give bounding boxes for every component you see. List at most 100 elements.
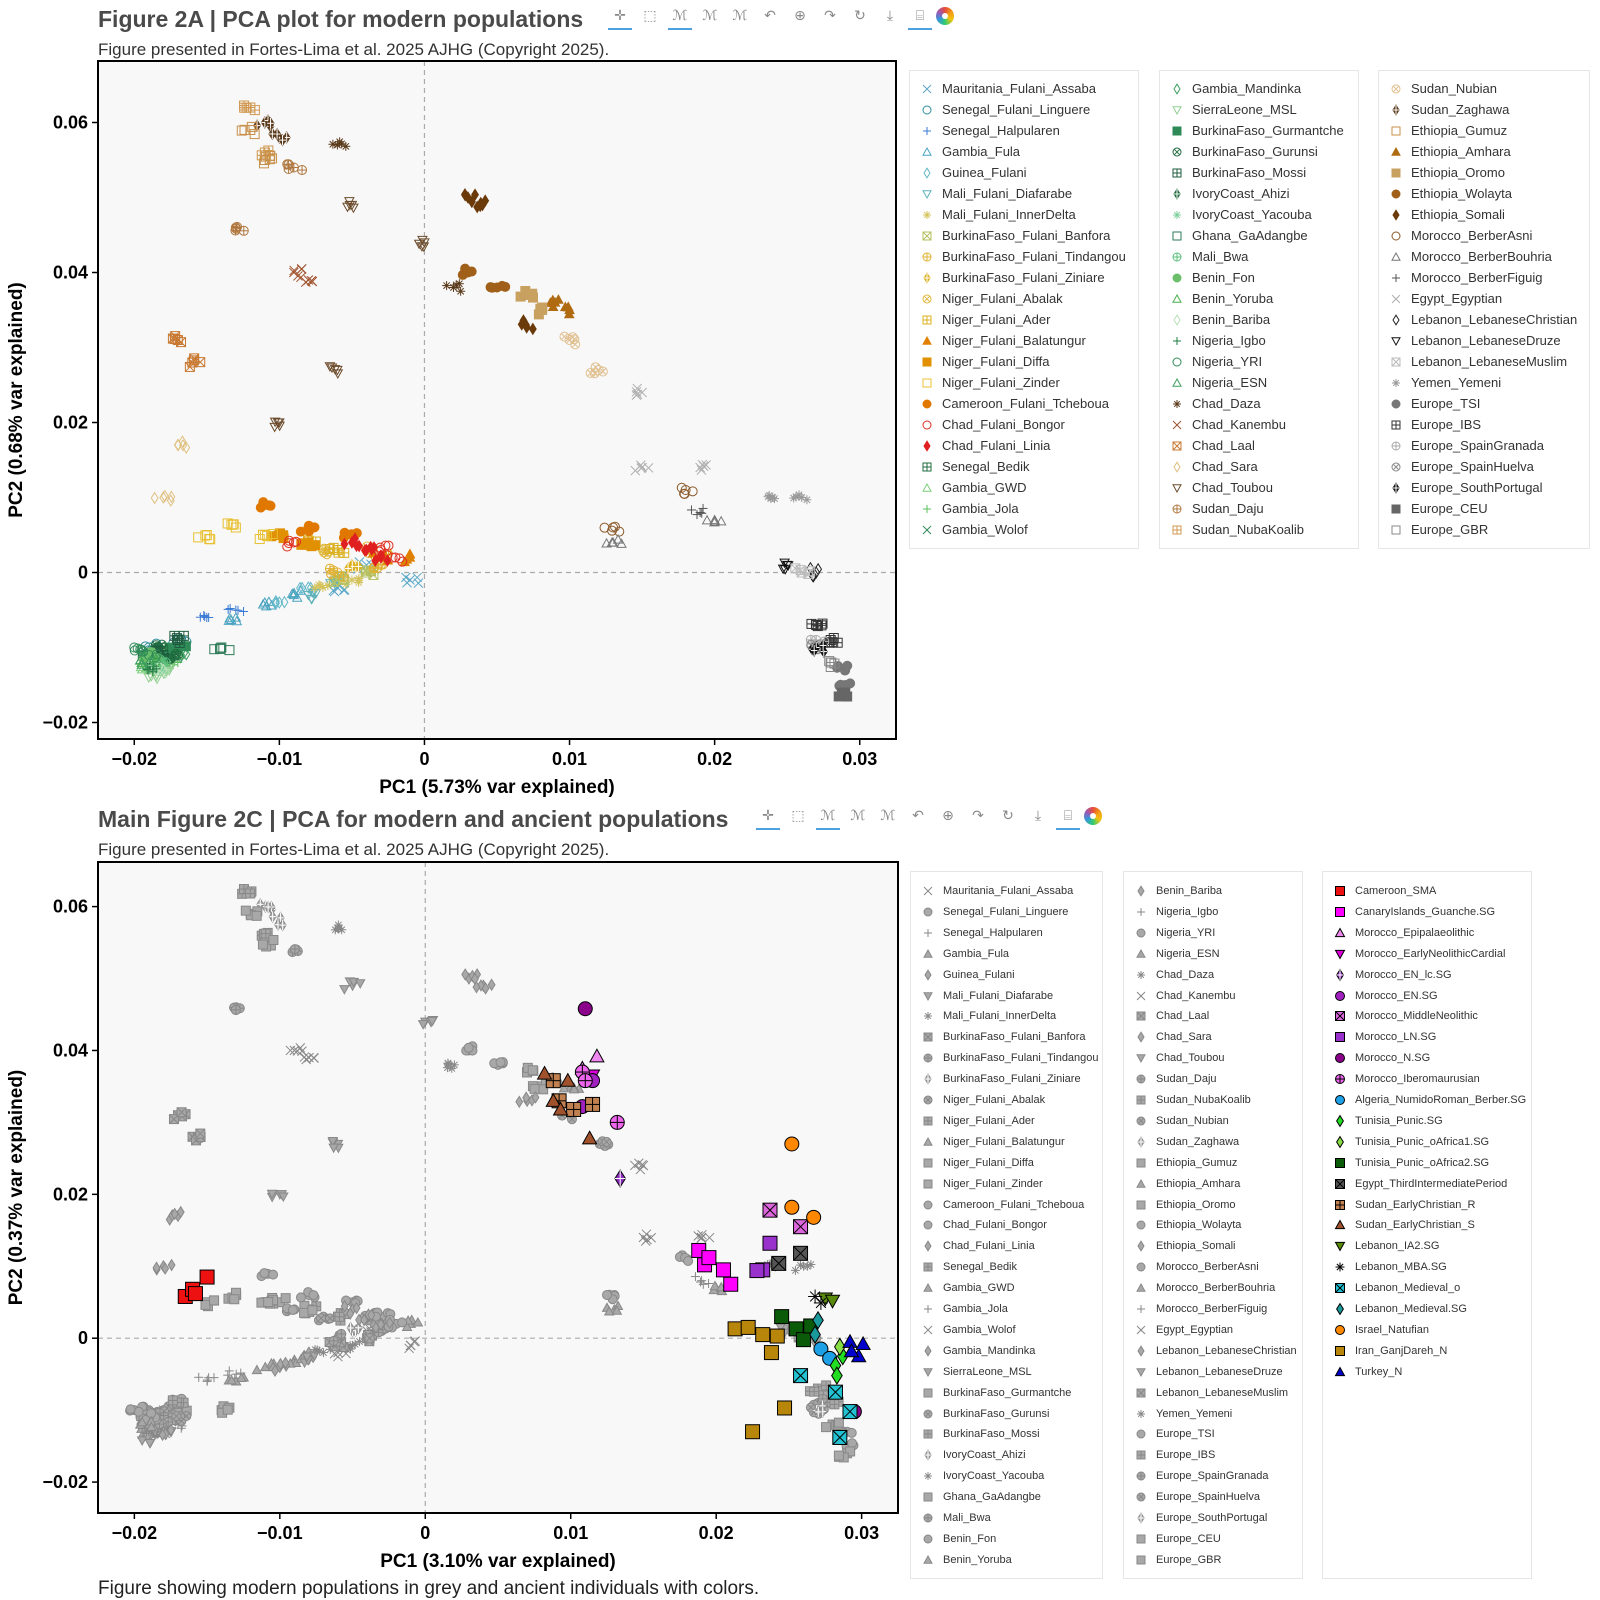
legend-item[interactable]: Ethiopia_Wolayta	[1389, 186, 1512, 201]
legend-item[interactable]: Israel_Natufian	[1333, 1323, 1429, 1337]
legend-item[interactable]: Gambia_GWD	[921, 1281, 1015, 1295]
legend-item[interactable]: Mali_Fulani_InnerDelta	[920, 207, 1076, 222]
legend-item[interactable]: Nigeria_Igbo	[1134, 905, 1218, 919]
legend-item[interactable]: IvoryCoast_Yacouba	[1170, 207, 1312, 222]
lasso-icon[interactable]: ℳ	[702, 8, 718, 24]
legend-item[interactable]: Ethiopia_Gumuz	[1389, 123, 1507, 138]
undo-icon[interactable]: ↶	[912, 808, 924, 824]
legend-item[interactable]: Lebanon_LebaneseMuslim	[1134, 1386, 1288, 1400]
legend-item[interactable]: Guinea_Fulani	[921, 968, 1015, 982]
legend-item[interactable]: Gambia_Jola	[920, 501, 1019, 516]
legend-item[interactable]: Egypt_Egyptian	[1134, 1323, 1233, 1337]
legend-item[interactable]: Niger_Fulani_Zinder	[921, 1177, 1043, 1191]
undo-icon[interactable]: ↶	[764, 8, 776, 24]
legend-item[interactable]: CanaryIslands_Guanche.SG	[1333, 905, 1495, 919]
legend-item[interactable]: Morocco_EarlyNeolithicCardial	[1333, 947, 1505, 961]
legend-item[interactable]: Benin_Yoruba	[921, 1553, 1012, 1567]
legend-item[interactable]: SierraLeone_MSL	[921, 1365, 1032, 1379]
legend-item[interactable]: Mauritania_Fulani_Assaba	[921, 884, 1073, 898]
legend-item[interactable]: Chad_Fulani_Linia	[920, 438, 1050, 453]
legend-item[interactable]: Niger_Fulani_Zinder	[920, 375, 1060, 390]
legend-item[interactable]: Turkey_N	[1333, 1365, 1402, 1379]
legend-item[interactable]: Egypt_ThirdIntermediatePeriod	[1333, 1177, 1507, 1191]
legend-item[interactable]: Sudan_Nubian	[1389, 81, 1497, 96]
legend-item[interactable]: Sudan_EarlyChristian_S	[1333, 1218, 1475, 1232]
legend-item[interactable]: Yemen_Yemeni	[1389, 375, 1501, 390]
legend-item[interactable]: Niger_Fulani_Diffa	[921, 1156, 1034, 1170]
legend-item[interactable]: Sudan_EarlyChristian_R	[1333, 1198, 1475, 1212]
legend-item[interactable]: Ethiopia_Oromo	[1389, 165, 1505, 180]
legend-item[interactable]: Mali_Fulani_Diafarabe	[921, 989, 1053, 1003]
legend-item[interactable]: BurkinaFaso_Fulani_Banfora	[921, 1030, 1085, 1044]
legend-item[interactable]: Tunisia_Punic.SG	[1333, 1114, 1443, 1128]
legend-item[interactable]: Morocco_BerberAsni	[1389, 228, 1532, 243]
hover-icon[interactable]: ⌸	[1054, 805, 1082, 830]
legend-item[interactable]: Senegal_Halpularen	[920, 123, 1060, 138]
download-icon[interactable]: ⤓	[1034, 808, 1042, 824]
legend-item[interactable]: Lebanon_LebaneseDruze	[1389, 333, 1561, 348]
legend-item[interactable]: Iran_GanjDareh_N	[1333, 1344, 1447, 1358]
legend-item[interactable]: Morocco_N.SG	[1333, 1051, 1430, 1065]
legend-item[interactable]: Europe_GBR	[1389, 522, 1488, 537]
legend-item[interactable]: BurkinaFaso_Gurmantche	[1170, 123, 1344, 138]
legend-item[interactable]: BurkinaFaso_Gurunsi	[1170, 144, 1318, 159]
legend-item[interactable]: Ethiopia_Oromo	[1134, 1198, 1236, 1212]
legend-item[interactable]: Benin_Yoruba	[1170, 291, 1273, 306]
legend-item[interactable]: Lebanon_Medieval_o	[1333, 1281, 1460, 1295]
zoom-in-icon[interactable]: ⊕	[794, 8, 806, 24]
legend-item[interactable]: BurkinaFaso_Fulani_Ziniare	[921, 1072, 1081, 1086]
legend-item[interactable]: Benin_Fon	[1170, 270, 1255, 285]
legend-item[interactable]: Gambia_GWD	[920, 480, 1027, 495]
legend-item[interactable]: Sudan_Daju	[1170, 501, 1264, 516]
legend-item[interactable]: Gambia_Mandinka	[921, 1344, 1035, 1358]
legend-item[interactable]: Europe_SpainGranada	[1134, 1469, 1269, 1483]
legend-item[interactable]: Europe_IBS	[1134, 1448, 1215, 1462]
legend-item[interactable]: Gambia_Wolof	[921, 1323, 1016, 1337]
legend-item[interactable]: Niger_Fulani_Balatungur	[920, 333, 1086, 348]
legend-item[interactable]: Benin_Bariba	[1170, 312, 1270, 327]
legend-item[interactable]: BurkinaFaso_Fulani_Banfora	[920, 228, 1110, 243]
legend-item[interactable]: Chad_Fulani_Bongor	[921, 1218, 1047, 1232]
legend-item[interactable]: Morocco_EN.SG	[1333, 989, 1438, 1003]
legend-item[interactable]: Niger_Fulani_Diffa	[920, 354, 1049, 369]
redo-icon[interactable]: ↷	[972, 808, 984, 824]
legend-item[interactable]: Europe_SouthPortugal	[1134, 1511, 1267, 1525]
legend-item[interactable]: Europe_CEU	[1389, 501, 1488, 516]
legend-item[interactable]: Senegal_Fulani_Linguere	[920, 102, 1090, 117]
pan-icon[interactable]: ✛	[606, 5, 634, 30]
legend-item[interactable]: Ethiopia_Somali	[1389, 207, 1505, 222]
reset-icon[interactable]: ↻	[1002, 808, 1014, 824]
legend-item[interactable]: Yemen_Yemeni	[1134, 1407, 1232, 1421]
lasso-select-icon[interactable]: ℳ	[666, 5, 694, 30]
legend-item[interactable]: Algeria_NumidoRoman_Berber.SG	[1333, 1093, 1526, 1107]
download-icon[interactable]: ⤓	[886, 8, 894, 24]
legend-item[interactable]: Ghana_GaAdangbe	[1170, 228, 1308, 243]
legend-item[interactable]: Ethiopia_Amhara	[1134, 1177, 1240, 1191]
legend-item[interactable]: Morocco_BerberBouhria	[1389, 249, 1552, 264]
legend-item[interactable]: Benin_Bariba	[1134, 884, 1222, 898]
lasso-icon[interactable]: ℳ	[850, 808, 866, 824]
legend-item[interactable]: IvoryCoast_Yacouba	[921, 1469, 1044, 1483]
legend-item[interactable]: Ethiopia_Somali	[1134, 1239, 1236, 1253]
legend-item[interactable]: Ethiopia_Wolayta	[1134, 1218, 1241, 1232]
legend-item[interactable]: Lebanon_LebaneseChristian	[1389, 312, 1577, 327]
legend-item[interactable]: Senegal_Bedik	[920, 459, 1029, 474]
legend-item[interactable]: Guinea_Fulani	[920, 165, 1027, 180]
legend-item[interactable]: Ghana_GaAdangbe	[921, 1490, 1041, 1504]
legend-item[interactable]: Europe_TSI	[1389, 396, 1480, 411]
legend-item[interactable]: Lebanon_LebaneseChristian	[1134, 1344, 1297, 1358]
legend-item[interactable]: Tunisia_Punic_oAfrica1.SG	[1333, 1135, 1489, 1149]
legend-item[interactable]: Cameroon_Fulani_Tcheboua	[921, 1198, 1084, 1212]
legend-item[interactable]: Lebanon_LebaneseMuslim	[1389, 354, 1567, 369]
legend-item[interactable]: Chad_Sara	[1134, 1030, 1212, 1044]
legend-item[interactable]: Niger_Fulani_Balatungur	[921, 1135, 1065, 1149]
reset-icon[interactable]: ↻	[854, 8, 866, 24]
legend-item[interactable]: Egypt_Egyptian	[1389, 291, 1502, 306]
legend-item[interactable]: Morocco_MiddleNeolithic	[1333, 1009, 1478, 1023]
hover-icon[interactable]: ⌸	[906, 5, 934, 30]
plot-logo[interactable]	[936, 7, 954, 25]
legend-item[interactable]: Nigeria_YRI	[1134, 926, 1215, 940]
legend-item[interactable]: BurkinaFaso_Fulani_Ziniare	[920, 270, 1105, 285]
legend-item[interactable]: Morocco_BerberAsni	[1134, 1260, 1259, 1274]
legend-item[interactable]: Ethiopia_Amhara	[1389, 144, 1511, 159]
